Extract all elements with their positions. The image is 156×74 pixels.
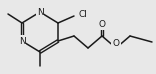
Text: N: N <box>19 36 25 46</box>
Text: O: O <box>98 20 105 28</box>
Text: O: O <box>112 38 119 48</box>
Text: N: N <box>37 7 43 17</box>
Text: Cl: Cl <box>78 9 87 18</box>
